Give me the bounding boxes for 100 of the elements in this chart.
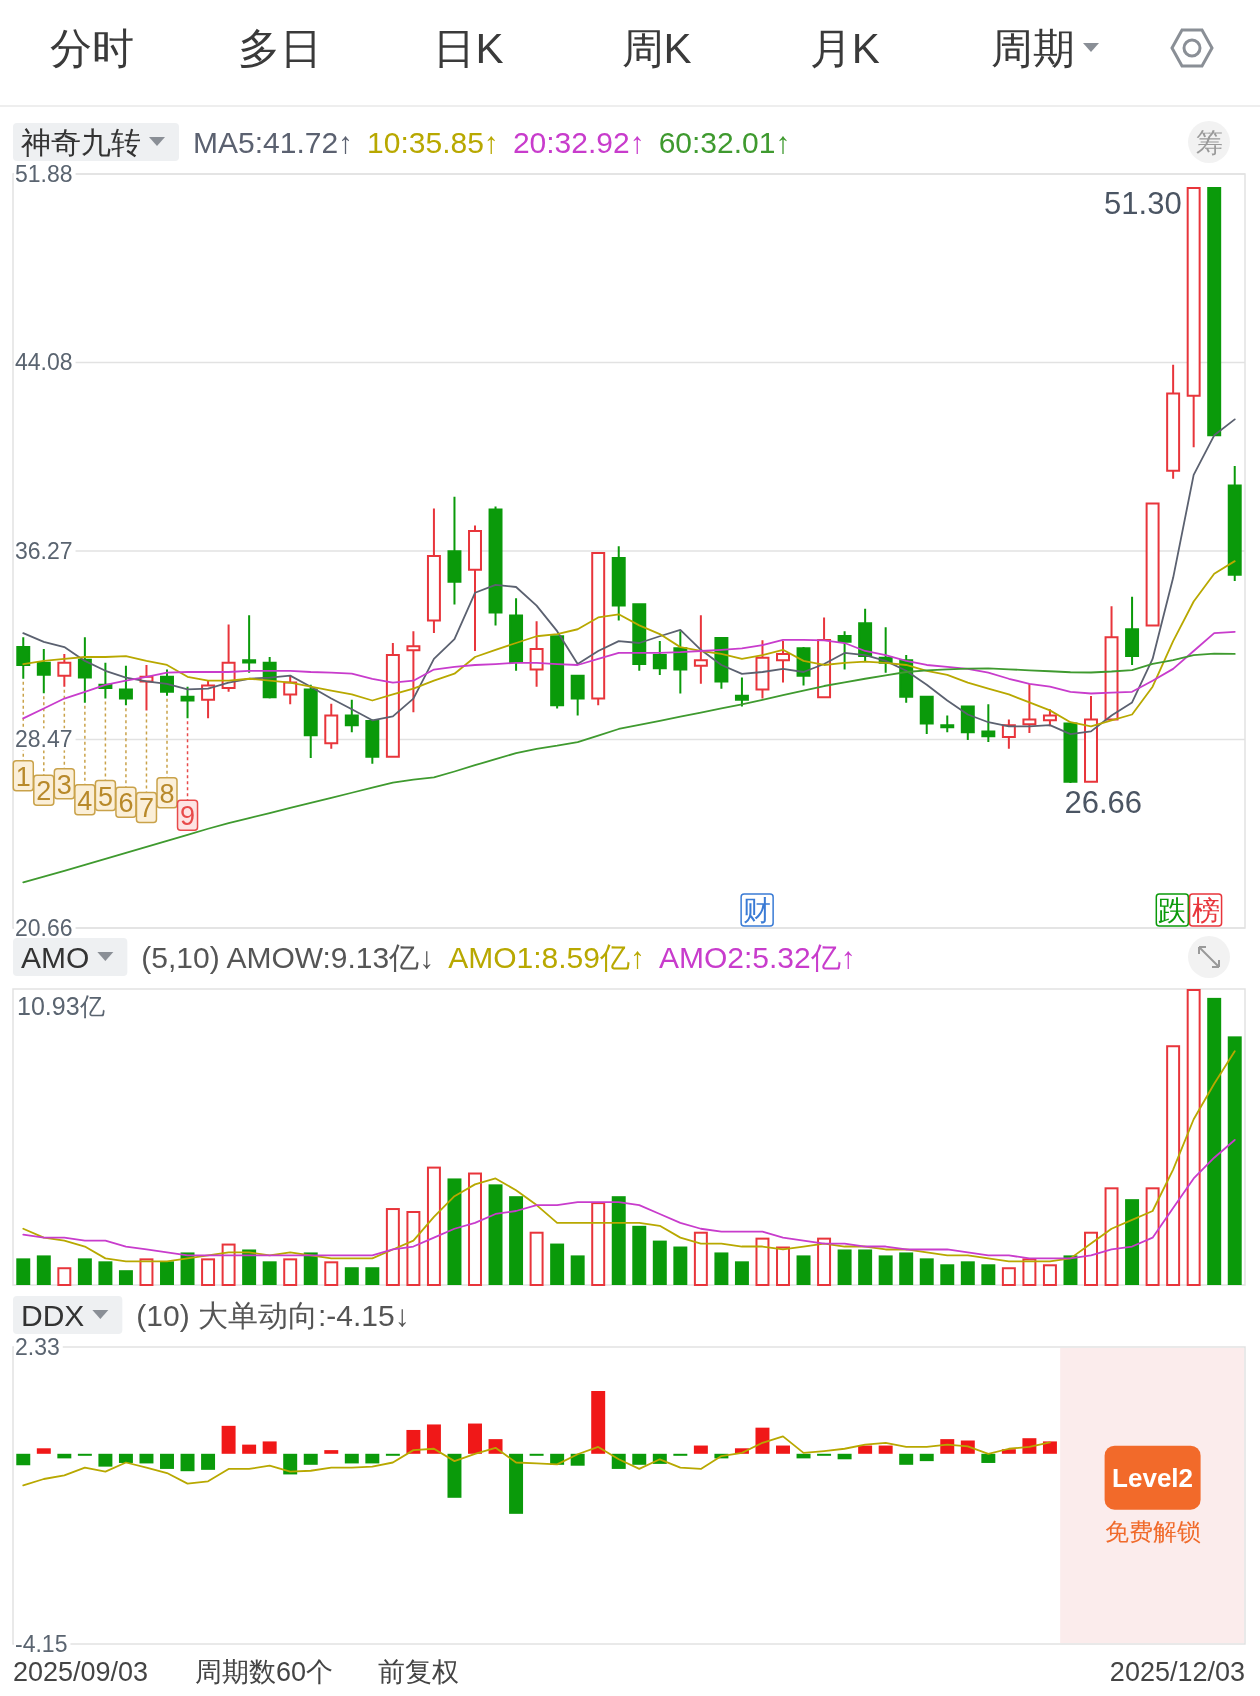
bar (899, 1453, 914, 1465)
candlestick (468, 524, 482, 652)
text: 5 (97, 781, 113, 812)
candlestick (693, 614, 708, 685)
bar (77, 1258, 92, 1285)
bar (632, 1225, 647, 1285)
bar (878, 1445, 893, 1454)
bar (365, 1453, 380, 1464)
bar (817, 1453, 832, 1456)
candlestick (1207, 187, 1222, 437)
y-tick-label: -4.15 (15, 1631, 68, 1657)
text: AMO2:5.32亿↑ (658, 941, 856, 974)
text: 20:32.92↑ (512, 126, 645, 159)
candlestick (180, 685, 195, 720)
bar (837, 1249, 852, 1285)
bar (1125, 1199, 1140, 1285)
text: 9 (180, 801, 196, 832)
bar (817, 1237, 832, 1286)
bar (673, 1246, 688, 1285)
text: (5,10) AMOW:9.13亿↓ (141, 941, 435, 974)
candlestick (673, 630, 688, 695)
candlestick (755, 639, 770, 700)
text: 6 (118, 788, 134, 819)
bar (981, 1453, 996, 1463)
bar (611, 1196, 626, 1285)
text: 26.66 (1064, 785, 1143, 821)
bar (878, 1255, 893, 1285)
text: 60:32.01↑ (658, 126, 791, 159)
text: 8 (159, 778, 175, 809)
bar (447, 1453, 462, 1498)
bar (160, 1261, 174, 1285)
text: 神奇九转 (21, 126, 141, 159)
text: 月K (809, 25, 880, 72)
candlestick (734, 676, 749, 708)
bar (1084, 1231, 1098, 1286)
candlestick (118, 664, 133, 707)
bar (406, 1211, 421, 1286)
bar (57, 1267, 72, 1286)
candlestick (981, 703, 996, 744)
candlestick (837, 630, 852, 671)
candlestick (36, 648, 51, 695)
annotation: 10.93亿 (17, 992, 105, 1020)
bar (570, 1453, 585, 1466)
bar (858, 1445, 873, 1454)
bar (776, 1246, 790, 1286)
candlestick (632, 602, 647, 672)
bar (591, 1391, 606, 1454)
bar (776, 1445, 790, 1454)
text: 1 (15, 761, 31, 792)
candlestick (324, 702, 339, 750)
candlestick (570, 674, 585, 717)
bar (426, 1166, 441, 1286)
candlestick (1104, 605, 1119, 721)
text: DDX (21, 1299, 85, 1332)
candlestick (1145, 502, 1160, 627)
candlestick (385, 642, 400, 758)
bar (118, 1270, 133, 1285)
candlestick (1063, 722, 1078, 785)
annotation: Level2 (1112, 1462, 1194, 1493)
bar (262, 1441, 277, 1454)
bar (160, 1453, 174, 1469)
text: 周期 (991, 25, 1075, 72)
candlestick (1022, 682, 1037, 735)
bar (283, 1258, 298, 1286)
bar (899, 1252, 914, 1285)
bar (242, 1444, 257, 1454)
bar (488, 1184, 503, 1285)
bar (858, 1249, 873, 1285)
candlestick (1186, 187, 1201, 449)
bar (550, 1243, 565, 1285)
bar (180, 1453, 195, 1472)
bar (447, 1178, 462, 1285)
bar (693, 1231, 708, 1286)
bar (1145, 1187, 1160, 1286)
text: 4 (77, 785, 93, 816)
candlestick (406, 630, 421, 714)
bar (652, 1240, 667, 1285)
line-series (22, 560, 1236, 728)
candlestick (303, 683, 318, 759)
text: 2 (36, 776, 52, 807)
bar (16, 1453, 31, 1466)
text: 7 (138, 793, 154, 824)
bar (180, 1252, 195, 1285)
bar (365, 1267, 380, 1285)
bar (262, 1261, 277, 1285)
bar (1166, 1045, 1181, 1286)
bar (385, 1453, 400, 1456)
text: 前复权 (378, 1657, 459, 1687)
text: 51.30 (1104, 186, 1182, 222)
candlestick (447, 495, 462, 606)
candlestick (1125, 595, 1140, 666)
candlestick (16, 636, 31, 680)
bar (1042, 1264, 1057, 1286)
bar (1022, 1258, 1037, 1286)
y-tick-label: 2.33 (15, 1334, 60, 1360)
candlestick (365, 718, 380, 765)
line-series (22, 631, 1236, 720)
bar (1063, 1255, 1078, 1285)
text: 3 (56, 769, 72, 800)
bar (468, 1172, 482, 1286)
